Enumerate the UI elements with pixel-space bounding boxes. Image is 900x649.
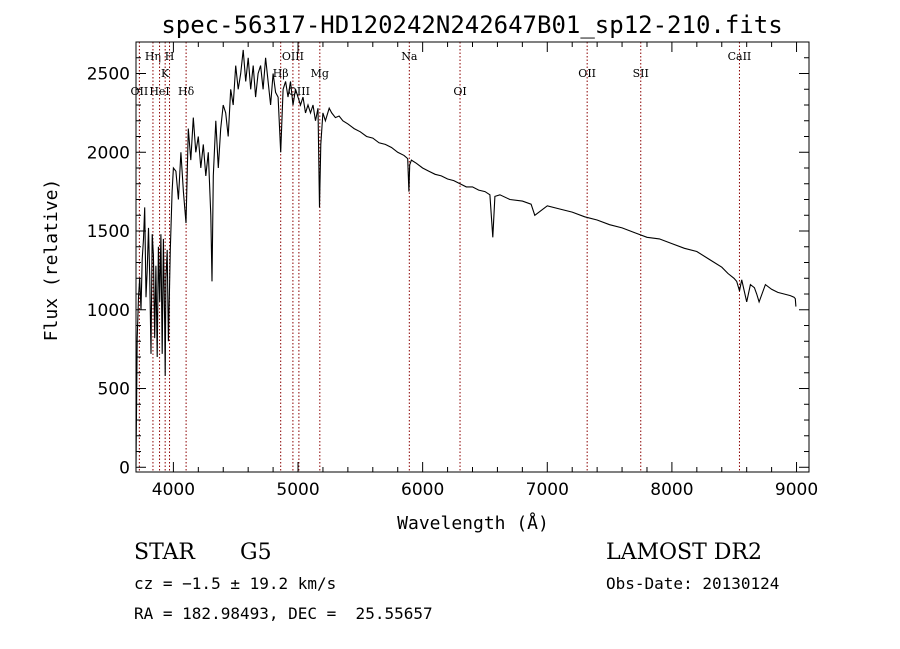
object-subclass: G5 xyxy=(240,540,272,565)
x-tick-label: 4000 xyxy=(152,480,195,500)
x-tick-label: 6000 xyxy=(401,480,444,500)
plot-frame xyxy=(135,41,810,473)
marker-label: Hβ xyxy=(273,67,289,80)
y-tick-label: 1500 xyxy=(87,222,130,242)
marker-label: Hδ xyxy=(178,85,195,98)
x-tick-label: 9000 xyxy=(775,480,818,500)
object-class: STAR xyxy=(134,540,195,565)
marker-label: OII xyxy=(578,67,596,80)
redshift-readout: cz = −1.5 ± 19.2 km/s xyxy=(134,574,337,593)
survey-name: LAMOST DR2 xyxy=(606,540,762,565)
marker-label: SII xyxy=(633,67,649,80)
marker-label: CaII xyxy=(728,50,752,63)
y-tick-label: 2000 xyxy=(87,143,130,163)
x-tick-label: 7000 xyxy=(526,480,569,500)
marker-label: HeI xyxy=(149,85,169,98)
y-tick-label: 1000 xyxy=(87,301,130,321)
marker-label: Mg xyxy=(311,67,329,80)
y-tick-label: 0 xyxy=(119,458,130,478)
x-tick-label: 5000 xyxy=(276,480,319,500)
y-axis-label: Flux (relative) xyxy=(41,179,62,342)
marker-label: Hη xyxy=(145,50,161,63)
coordinates-readout: RA = 182.98493, DEC = 25.55657 xyxy=(134,604,433,623)
marker-label: H xyxy=(165,50,175,63)
y-tick-label: 500 xyxy=(98,380,130,400)
marker-label: OIII xyxy=(288,85,310,98)
marker-label: OII xyxy=(131,85,149,98)
x-axis: 4000 5000 6000 7000 8000 9000 xyxy=(152,42,818,500)
obs-date: Obs-Date: 20130124 xyxy=(606,574,780,593)
marker-label: OI xyxy=(453,85,466,98)
marker-label: K xyxy=(161,67,170,80)
y-tick-label: 2500 xyxy=(87,65,130,85)
marker-label: OIII xyxy=(282,50,304,63)
y-axis: 0 500 1000 1500 2000 2500 xyxy=(87,57,809,478)
marker-label: Na xyxy=(401,50,418,63)
x-axis-label: Wavelength (Å) xyxy=(397,512,549,534)
chart-title: spec-56317-HD120242N242647B01_sp12-210.f… xyxy=(161,11,782,39)
x-tick-label: 8000 xyxy=(650,480,693,500)
spectrum-line xyxy=(135,49,797,466)
